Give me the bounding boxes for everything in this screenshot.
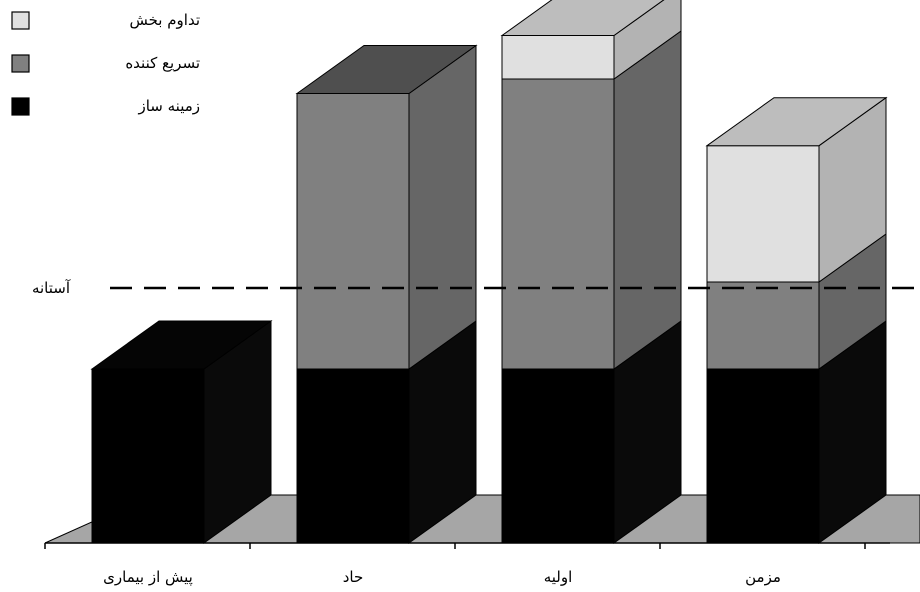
bar-2	[295, 44, 478, 544]
bar-segment-3	[706, 145, 820, 283]
threshold: آستانه	[32, 279, 918, 297]
bar-segment-1	[91, 368, 205, 544]
x-tick-label-3: اولیه	[544, 568, 573, 586]
legend-swatch-1	[11, 97, 30, 116]
bar-4	[705, 96, 888, 544]
bar-segment-2	[706, 281, 820, 370]
legend-label-1: زمینه ساز	[137, 97, 200, 115]
legend-label-3: تداوم بخش	[130, 11, 201, 29]
x-tick-label-2: حاد	[343, 568, 364, 586]
x-tick-labels: پیش از بیماری حاد اولیه مزمن	[103, 568, 781, 587]
bars	[90, 0, 888, 544]
bar-segment-side-2	[613, 30, 682, 370]
x-tick-label-4: مزمن	[745, 568, 781, 586]
bar-segment-2	[296, 93, 410, 370]
x-tick-label-1: پیش از بیماری	[103, 568, 193, 587]
legend-swatch-3	[11, 11, 30, 30]
bar-segment-side-3	[613, 0, 682, 80]
bar-top-4	[705, 97, 888, 147]
x-axis	[44, 542, 890, 549]
bar-top-2	[295, 45, 478, 94]
bar-3	[500, 0, 682, 544]
bar-segment-2	[501, 78, 615, 370]
bar-top-1	[90, 320, 273, 370]
bar-segment-3	[501, 35, 615, 80]
bar-segment-1	[501, 368, 615, 544]
bar-segment-side-2	[408, 44, 477, 370]
bar-1	[90, 320, 273, 544]
legend: تداوم بخش تسریع کننده زمینه ساز	[11, 11, 201, 116]
bar-top-3	[500, 0, 665, 36]
bar-segment-1	[706, 368, 820, 544]
bar-segment-1	[296, 368, 410, 544]
legend-label-2: تسریع کننده	[125, 54, 200, 72]
threshold-label: آستانه	[32, 279, 71, 297]
legend-swatch-2	[11, 54, 30, 73]
